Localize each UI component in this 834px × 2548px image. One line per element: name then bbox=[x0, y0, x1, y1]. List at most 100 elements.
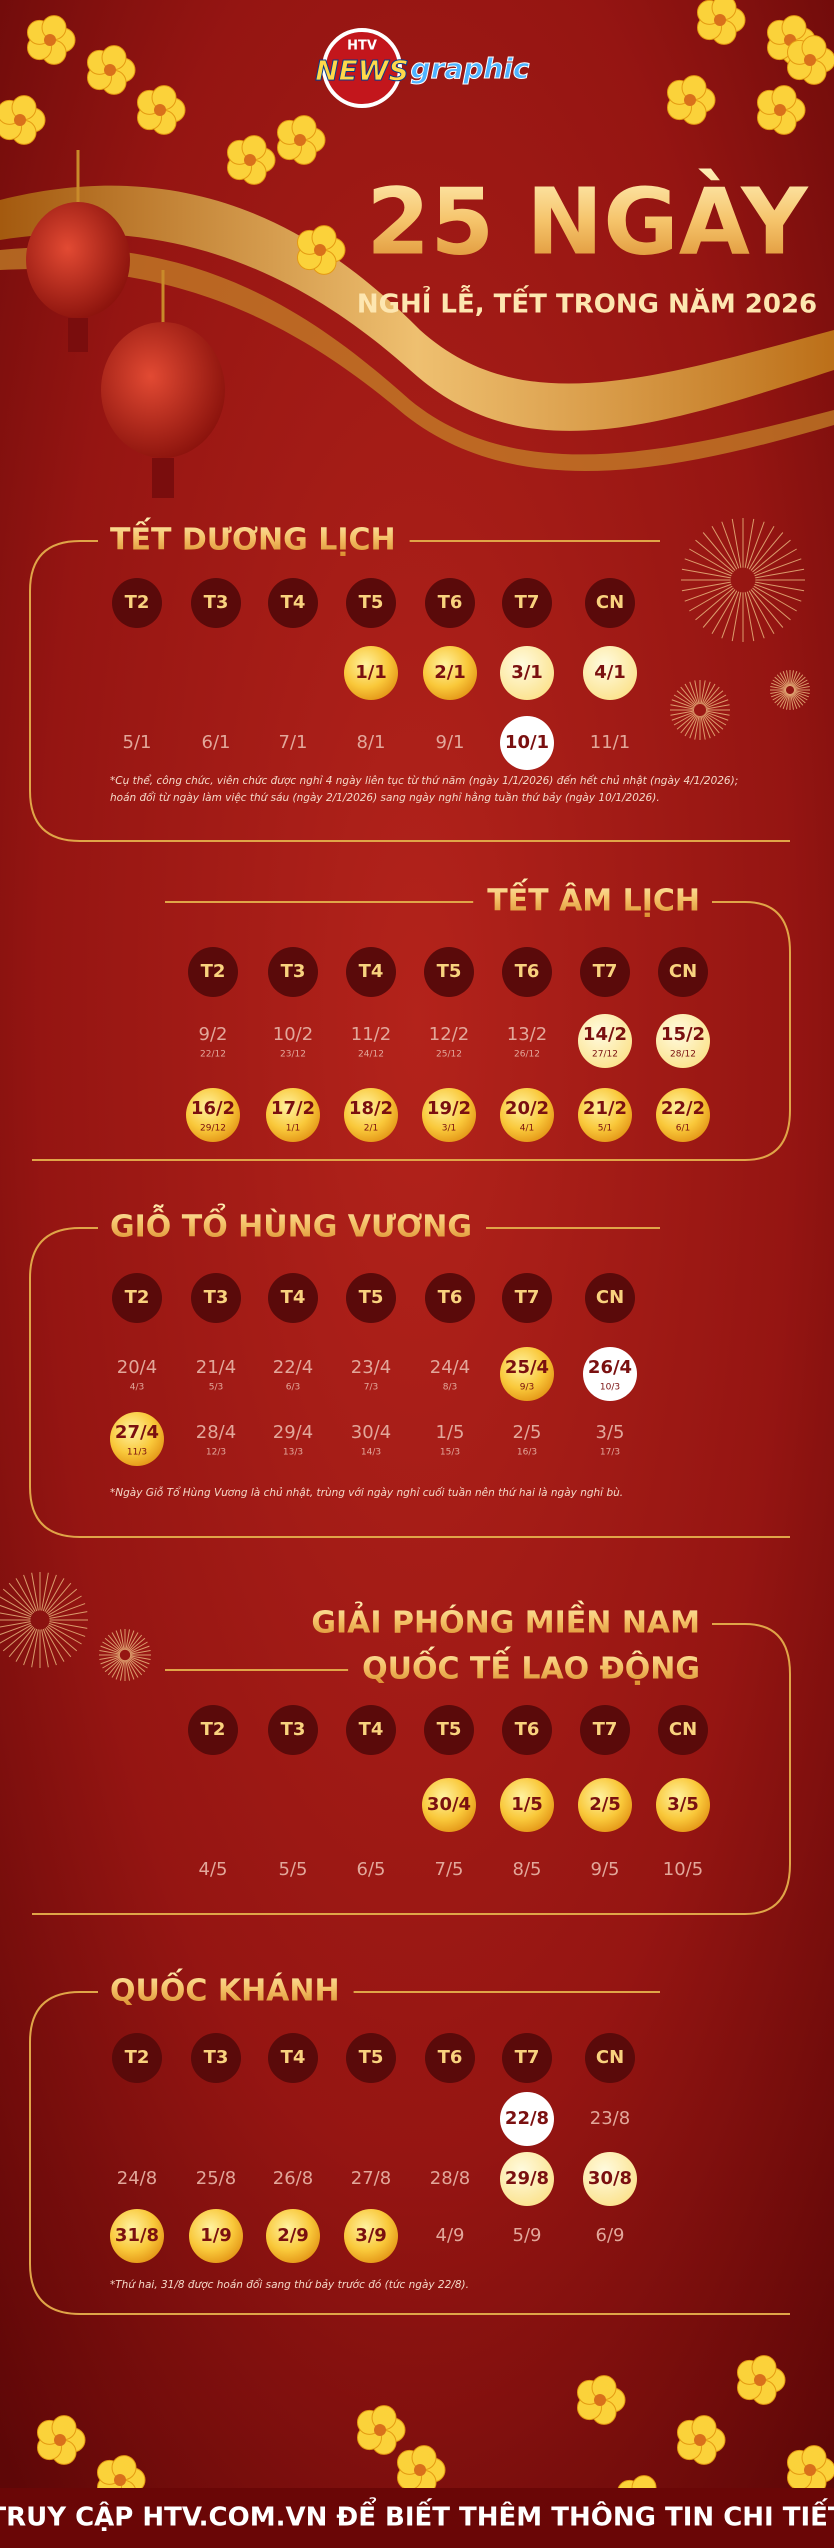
spark bbox=[772, 691, 787, 701]
spark bbox=[793, 691, 808, 701]
spark bbox=[721, 591, 740, 639]
date: 6/5 bbox=[357, 1859, 386, 1880]
lunar-date: 4/3 bbox=[130, 1383, 144, 1393]
weekday-badge bbox=[585, 1273, 635, 1323]
lunar-date: 17/3 bbox=[600, 1448, 620, 1458]
spark bbox=[721, 521, 740, 569]
spark bbox=[701, 715, 711, 739]
spark bbox=[779, 693, 789, 708]
section: GIỖ TỔ HÙNG VƯƠNG T2 T3 T4 T5 T6 T7 CN 20/4 4/3 21… bbox=[29, 1203, 790, 1538]
date: 7/5 bbox=[435, 1859, 464, 1880]
holiday-circle bbox=[422, 1088, 476, 1142]
weekday-label: CN bbox=[596, 1287, 624, 1308]
date: 6/1 bbox=[202, 732, 231, 753]
section: TẾT ÂM LỊCH T2 T3 T4 T5 T6 T7 CN 9/2 22/12 10/2 23/… bbox=[32, 879, 791, 1161]
spark bbox=[670, 710, 695, 716]
date: 25/4 bbox=[505, 1357, 549, 1378]
spark bbox=[671, 711, 695, 721]
spark bbox=[700, 715, 706, 740]
lunar-date: 25/12 bbox=[436, 1050, 462, 1060]
spark bbox=[782, 693, 790, 709]
section: GIẢI PHÓNG MIỀN NAM QUỐC TẾ LAO ĐỘNG T2 T3 T… bbox=[32, 1601, 791, 1915]
flower-center bbox=[44, 34, 56, 46]
weekday-badge bbox=[268, 2033, 318, 2083]
holiday-circle bbox=[266, 2209, 320, 2263]
date: 5/5 bbox=[279, 1859, 308, 1880]
spark bbox=[705, 704, 730, 710]
spark bbox=[126, 1659, 135, 1680]
note: *Thứ hai, 31/8 được hoán đổi sang thứ bả… bbox=[110, 2278, 469, 2291]
spark bbox=[671, 699, 695, 709]
spark bbox=[48, 1603, 86, 1618]
lunar-date: 10/3 bbox=[600, 1383, 620, 1393]
lunar-date: 8/3 bbox=[443, 1383, 457, 1393]
weekday-label: T2 bbox=[125, 592, 150, 613]
date: 30/4 bbox=[427, 1794, 471, 1815]
weekday-badge bbox=[425, 2033, 475, 2083]
flower-center bbox=[804, 54, 816, 66]
spark bbox=[776, 692, 788, 706]
spark bbox=[41, 1572, 49, 1611]
spark bbox=[8, 1582, 35, 1613]
weekday-badge bbox=[188, 1705, 238, 1755]
spark bbox=[701, 681, 711, 705]
spark bbox=[689, 715, 699, 739]
date: 28/4 bbox=[196, 1422, 236, 1443]
weekday-badge bbox=[502, 578, 552, 628]
flower-center bbox=[694, 2434, 706, 2446]
spark bbox=[731, 592, 742, 642]
weekday-badge bbox=[188, 947, 238, 997]
spark bbox=[111, 1632, 123, 1651]
spark bbox=[127, 1634, 143, 1652]
spark bbox=[694, 680, 700, 705]
spark bbox=[755, 568, 805, 579]
date: 11/2 bbox=[351, 1024, 391, 1045]
spark bbox=[125, 1660, 131, 1681]
spark bbox=[790, 693, 798, 709]
spark bbox=[48, 1595, 82, 1616]
spark bbox=[42, 1628, 57, 1666]
spark bbox=[791, 672, 801, 687]
spark bbox=[702, 714, 716, 737]
spark bbox=[748, 526, 775, 570]
flower bbox=[576, 2375, 626, 2425]
date: 2/5 bbox=[589, 1794, 621, 1815]
date: 31/8 bbox=[115, 2225, 159, 2246]
weekday-label: T4 bbox=[281, 2047, 306, 2068]
spark bbox=[792, 692, 804, 706]
spark bbox=[107, 1658, 123, 1676]
spark bbox=[684, 683, 698, 706]
flower-center bbox=[374, 2424, 386, 2436]
spark bbox=[31, 1572, 39, 1611]
date: 21/4 bbox=[196, 1357, 236, 1378]
weekday-label: T7 bbox=[515, 1287, 540, 1308]
spark bbox=[127, 1659, 139, 1678]
flower bbox=[756, 85, 806, 135]
flower bbox=[296, 225, 346, 275]
fireworks bbox=[0, 518, 810, 1681]
holiday-circle bbox=[189, 2209, 243, 2263]
spark bbox=[681, 581, 731, 592]
lunar-date: 15/3 bbox=[440, 1448, 460, 1458]
weekday-label: T6 bbox=[515, 1719, 540, 1740]
logo-brand: HTV bbox=[347, 39, 377, 54]
flower-center bbox=[104, 64, 116, 76]
spark bbox=[127, 1632, 139, 1651]
weekday-label: T7 bbox=[593, 961, 618, 982]
spark bbox=[2, 1625, 33, 1652]
flower bbox=[786, 35, 834, 85]
date: 26/4 bbox=[588, 1357, 632, 1378]
logo-name: NEWS bbox=[315, 54, 409, 87]
footer-text: TRUY CẬP HTV.COM.VN ĐỂ BIẾT THÊM THÔNG T… bbox=[0, 2496, 834, 2533]
weekday-badge bbox=[268, 1705, 318, 1755]
date: 3/1 bbox=[511, 662, 543, 683]
lunar-date: 16/3 bbox=[517, 1448, 537, 1458]
spark bbox=[705, 699, 729, 709]
lunar-date: 4/1 bbox=[520, 1124, 534, 1134]
lunar-date: 24/12 bbox=[358, 1050, 384, 1060]
spark bbox=[681, 568, 731, 579]
spark bbox=[695, 539, 734, 573]
weekday-label: T5 bbox=[359, 2047, 384, 2068]
weekday-badge bbox=[191, 578, 241, 628]
